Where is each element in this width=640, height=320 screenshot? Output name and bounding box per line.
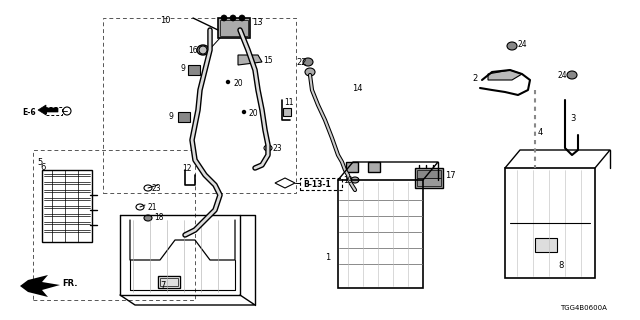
Text: 18: 18 bbox=[154, 213, 163, 222]
Text: 3: 3 bbox=[570, 114, 575, 123]
Text: 11: 11 bbox=[284, 98, 294, 107]
Text: 1: 1 bbox=[325, 253, 330, 262]
Text: 23: 23 bbox=[272, 143, 282, 153]
Bar bbox=[158, 276, 180, 288]
Bar bbox=[346, 162, 358, 172]
Bar bbox=[220, 20, 248, 36]
Text: 20: 20 bbox=[248, 108, 258, 117]
Bar bbox=[368, 162, 380, 172]
Bar bbox=[415, 168, 443, 188]
Bar bbox=[46, 107, 62, 115]
Ellipse shape bbox=[144, 215, 152, 221]
Circle shape bbox=[227, 81, 230, 84]
Text: 22: 22 bbox=[296, 58, 307, 67]
Polygon shape bbox=[20, 275, 60, 297]
Text: 8: 8 bbox=[558, 260, 563, 269]
Ellipse shape bbox=[567, 71, 577, 79]
Text: 21: 21 bbox=[147, 203, 157, 212]
Bar bbox=[42, 170, 92, 242]
Polygon shape bbox=[38, 105, 58, 115]
Text: 6: 6 bbox=[40, 163, 45, 172]
Text: 12: 12 bbox=[182, 164, 191, 172]
Polygon shape bbox=[238, 55, 262, 65]
Bar bbox=[417, 170, 441, 178]
Bar bbox=[338, 180, 423, 288]
Text: 16: 16 bbox=[188, 45, 198, 54]
Ellipse shape bbox=[305, 68, 315, 76]
Text: 24: 24 bbox=[518, 39, 527, 49]
Text: 5: 5 bbox=[37, 157, 42, 166]
Text: 13: 13 bbox=[252, 18, 262, 27]
Text: TGG4B0600A: TGG4B0600A bbox=[560, 305, 607, 311]
Ellipse shape bbox=[507, 42, 517, 50]
Text: E-6: E-6 bbox=[22, 108, 36, 116]
Circle shape bbox=[243, 110, 246, 114]
Text: 10: 10 bbox=[160, 15, 170, 25]
Text: 9: 9 bbox=[180, 63, 185, 73]
Text: 20: 20 bbox=[233, 78, 243, 87]
Bar bbox=[505, 168, 595, 278]
Ellipse shape bbox=[351, 177, 359, 183]
Ellipse shape bbox=[303, 58, 313, 66]
Text: 9: 9 bbox=[168, 111, 173, 121]
Text: 7: 7 bbox=[160, 281, 165, 290]
Bar bbox=[160, 278, 178, 286]
Circle shape bbox=[230, 15, 236, 21]
Bar bbox=[33, 150, 195, 300]
Text: 2: 2 bbox=[472, 74, 477, 83]
Circle shape bbox=[239, 15, 245, 21]
Text: 24: 24 bbox=[558, 70, 568, 79]
Text: 17: 17 bbox=[445, 171, 456, 180]
Bar bbox=[300, 178, 342, 190]
Ellipse shape bbox=[197, 45, 209, 55]
Text: 4: 4 bbox=[538, 127, 543, 137]
Bar bbox=[535, 238, 557, 252]
Text: 15: 15 bbox=[263, 55, 273, 65]
Bar bbox=[103, 18, 296, 193]
Bar bbox=[283, 108, 291, 116]
Bar bbox=[188, 65, 200, 75]
Bar bbox=[178, 112, 190, 122]
Text: 23: 23 bbox=[151, 183, 161, 193]
Text: 14: 14 bbox=[352, 84, 362, 92]
Text: B-13-1: B-13-1 bbox=[303, 180, 331, 188]
Polygon shape bbox=[488, 70, 522, 80]
Circle shape bbox=[221, 15, 227, 21]
Bar bbox=[417, 178, 441, 186]
Bar bbox=[218, 18, 250, 38]
Text: FR.: FR. bbox=[62, 279, 77, 289]
Text: 19: 19 bbox=[343, 175, 353, 185]
